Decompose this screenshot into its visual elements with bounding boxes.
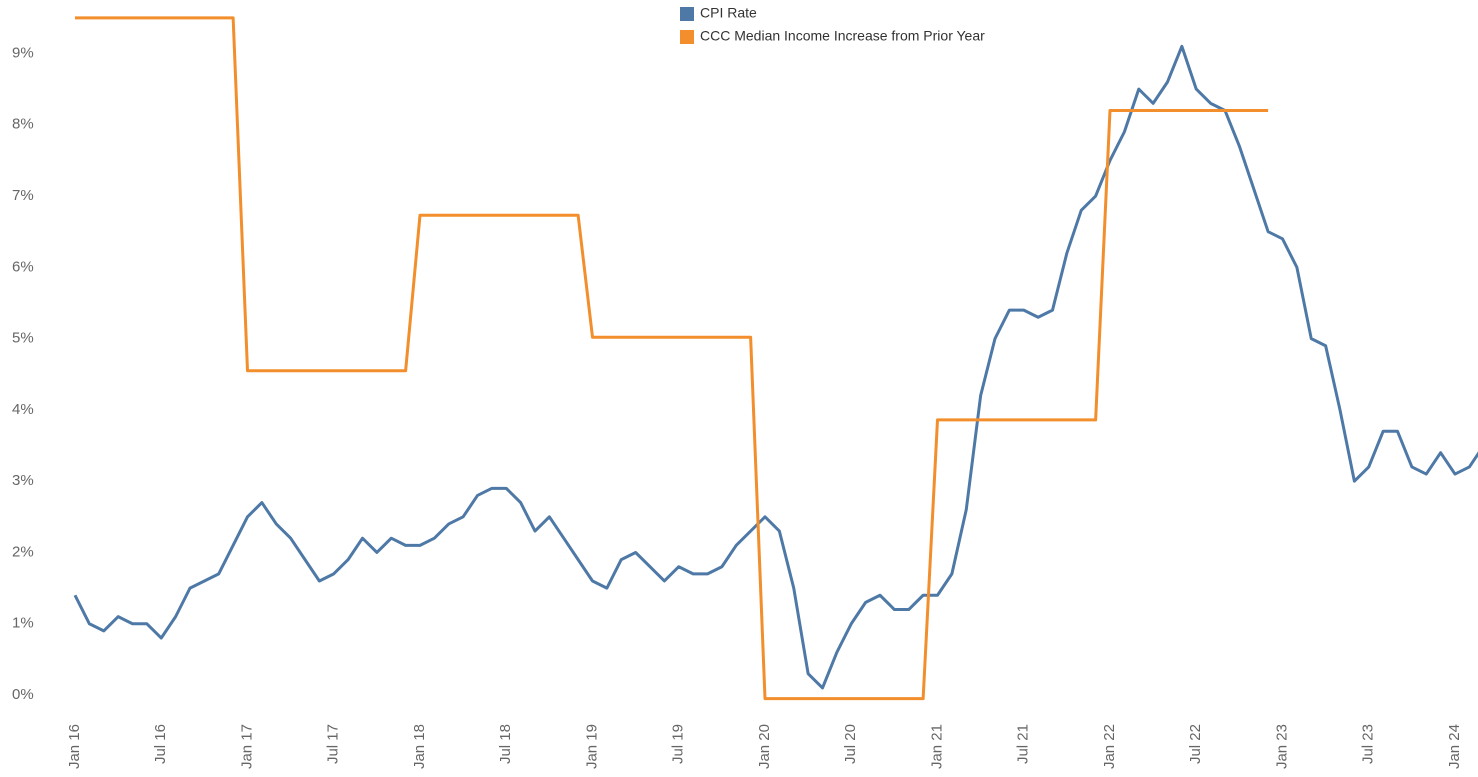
x-tick-label: Jul 18 xyxy=(497,724,514,764)
x-tick-label: Jan 23 xyxy=(1273,724,1290,769)
y-tick-label: 8% xyxy=(12,116,34,133)
x-tick-label: Jul 16 xyxy=(152,724,169,764)
y-tick-label: 3% xyxy=(12,472,34,489)
legend-swatch xyxy=(680,30,694,44)
y-tick-label: 6% xyxy=(12,258,34,275)
x-tick-label: Jul 17 xyxy=(325,724,342,764)
x-tick-label: Jan 20 xyxy=(756,724,773,769)
x-tick-label: Jul 19 xyxy=(670,724,687,764)
y-tick-label: 4% xyxy=(12,401,34,418)
x-tick-label: Jul 22 xyxy=(1187,724,1204,764)
y-tick-label: 0% xyxy=(12,686,34,703)
x-tick-label: Jan 18 xyxy=(411,724,428,769)
series-line xyxy=(73,44,1478,690)
x-tick-label: Jan 21 xyxy=(928,724,945,769)
legend-label: CCC Median Income Increase from Prior Ye… xyxy=(700,28,985,44)
legend-label: CPI Rate xyxy=(700,5,757,21)
y-tick-label: 7% xyxy=(12,187,34,204)
legend: CPI Rate CCC Median Income Increase from … xyxy=(680,5,985,44)
x-tick-label: Jan 19 xyxy=(583,724,600,769)
x-tick-label: Jul 23 xyxy=(1360,724,1377,764)
x-tick-label: Jan 17 xyxy=(238,724,255,769)
x-tick-label: Jan 22 xyxy=(1101,724,1118,769)
series-line xyxy=(75,16,1269,701)
x-tick-label: Jul 20 xyxy=(842,724,859,764)
y-tick-label: 2% xyxy=(12,543,34,560)
plot-area xyxy=(73,16,1478,701)
x-tick-label: Jan 24 xyxy=(1446,724,1463,769)
x-tick-label: Jul 21 xyxy=(1015,724,1032,764)
x-tick-label: Jan 16 xyxy=(66,724,83,769)
legend-swatch xyxy=(680,7,694,21)
y-tick-label: 9% xyxy=(12,44,34,61)
y-tick-label: 5% xyxy=(12,330,34,347)
y-tick-label: 1% xyxy=(12,615,34,632)
